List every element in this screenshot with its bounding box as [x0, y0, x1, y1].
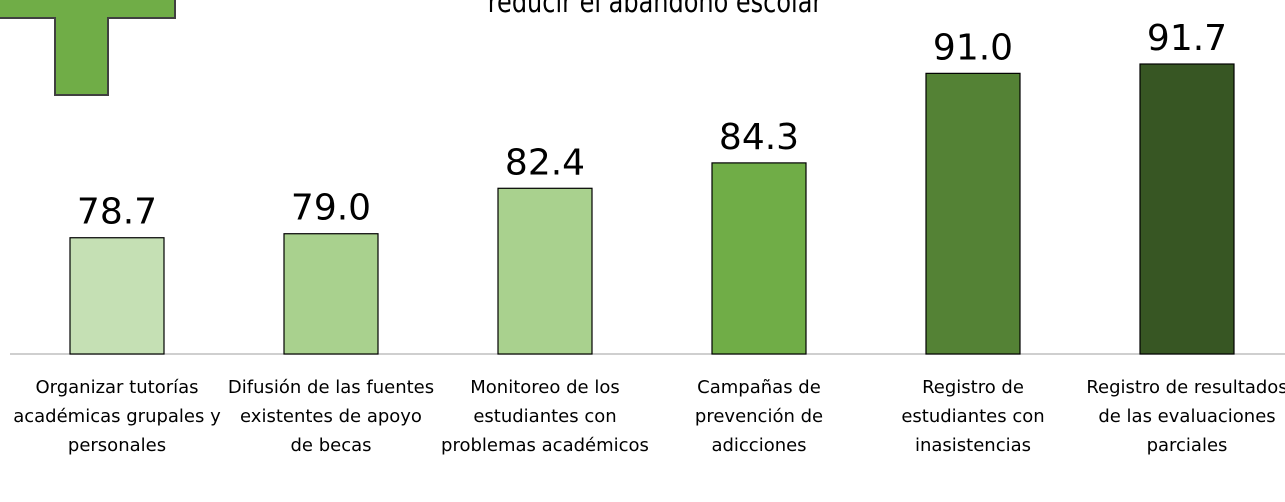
value-label: 78.7	[77, 192, 157, 233]
bar	[497, 187, 593, 355]
bar	[69, 237, 165, 355]
bar	[711, 162, 807, 355]
value-label: 91.0	[933, 27, 1013, 68]
x-tick-label: Campañas de prevención de adicciones	[694, 377, 824, 456]
x-tick-label: Difusión de las fuentes existentes de ap…	[227, 377, 435, 456]
bar	[283, 233, 379, 355]
x-tick-label: Monitoreo de los estudiantes con problem…	[441, 377, 649, 456]
bar	[1139, 63, 1235, 355]
x-tick-label: Registro de estudiantes con inasistencia…	[901, 377, 1045, 456]
value-label: 79.0	[291, 188, 371, 229]
plus-icon	[0, 0, 176, 96]
value-label: 84.3	[719, 117, 799, 158]
x-tick-label: Registro de resultados de las evaluacion…	[1086, 377, 1285, 456]
value-label: 91.7	[1147, 18, 1227, 59]
x-tick-label: Organizar tutorías académicas grupales y…	[13, 377, 221, 456]
value-label: 82.4	[505, 142, 585, 183]
chart-title: reducir el abandono escolar	[488, 0, 823, 20]
bar	[925, 72, 1021, 355]
